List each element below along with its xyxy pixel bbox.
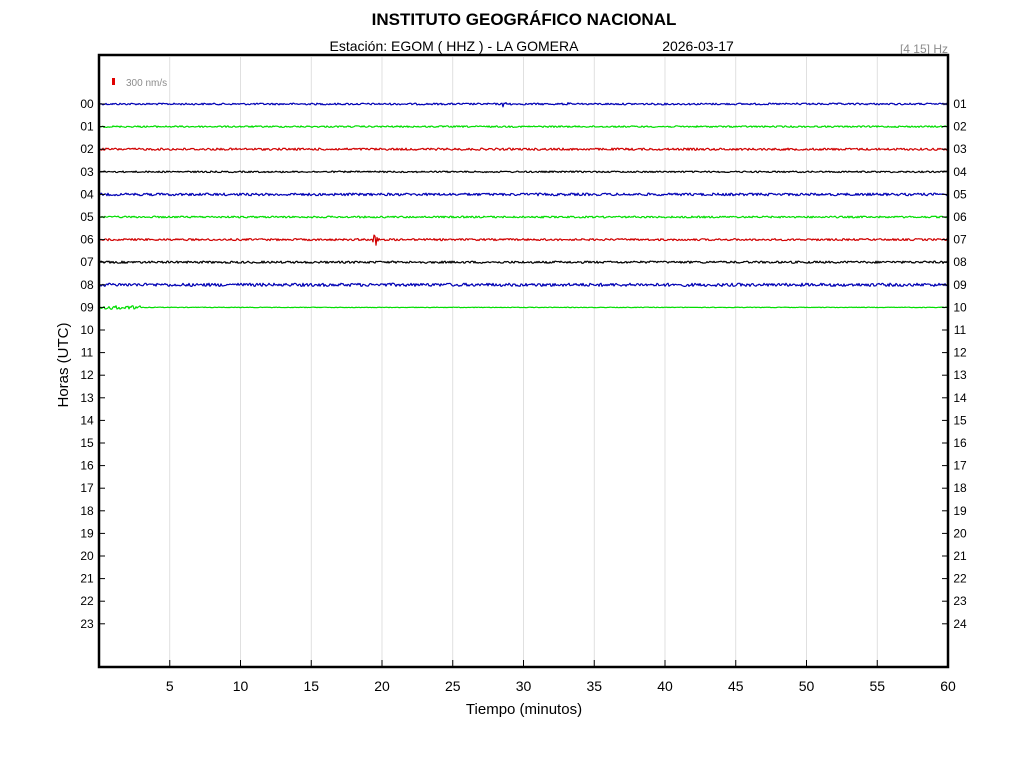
page-title: INSTITUTO GEOGRÁFICO NACIONAL	[372, 10, 677, 29]
hour-label-right: 14	[953, 391, 967, 405]
scale-bar-label: 300 nm/s	[126, 78, 167, 89]
trace-hour-04	[99, 192, 949, 197]
hour-label-right: 20	[953, 526, 967, 540]
hour-label-left: 06	[80, 233, 94, 247]
hour-label-left: 01	[80, 120, 94, 134]
trace-hour-08	[99, 282, 949, 287]
hour-label-left: 22	[80, 594, 94, 608]
filter-band: [4 15] Hz	[900, 42, 948, 56]
x-tick-label: 45	[728, 678, 744, 694]
trace-hour-06	[99, 234, 949, 246]
x-axis-ticks: 5 10 15 20 25 30 35 40 45 50 55 60	[166, 660, 956, 694]
hour-label-right: 04	[953, 165, 967, 179]
right-hour-labels: 01 02 03 04 05 06 07 08 09 10 11 12 13 14 15 16 17 18 19 20…	[942, 97, 967, 631]
x-tick-label: 35	[586, 678, 602, 694]
hour-label-right: 10	[953, 300, 967, 314]
hour-label-left: 09	[80, 300, 94, 314]
hour-label-right: 01	[953, 97, 967, 111]
hour-label-left: 11	[81, 346, 94, 360]
x-tick-label: 55	[869, 678, 885, 694]
left-hour-labels: 00 01 02 03 04 05 06 07 08 09 10 11 12 13 14 15 16 17 18 19…	[80, 97, 105, 631]
hour-label-right: 24	[953, 617, 967, 631]
hour-label-left: 21	[80, 572, 94, 586]
x-tick-label: 30	[516, 678, 532, 694]
scale-bar	[112, 78, 115, 85]
hour-label-left: 12	[80, 368, 94, 382]
hour-label-right: 18	[953, 481, 967, 495]
trace-hour-05	[99, 215, 949, 219]
hour-label-left: 17	[80, 481, 94, 495]
x-tick-label: 25	[445, 678, 461, 694]
hour-label-left: 13	[80, 391, 94, 405]
hour-label-right: 07	[953, 233, 967, 247]
vertical-gridlines	[169, 57, 878, 665]
hour-label-right: 05	[953, 187, 967, 201]
hour-label-left: 04	[80, 187, 94, 201]
record-date: 2026-03-17	[662, 38, 734, 54]
trace-lines	[99, 102, 949, 310]
trace-hour-07	[99, 260, 949, 264]
hour-label-right: 02	[953, 120, 967, 134]
trace-hour-09	[99, 305, 949, 310]
hour-label-left: 00	[80, 97, 94, 111]
x-tick-label: 50	[799, 678, 815, 694]
hour-label-right: 12	[953, 346, 967, 360]
hour-label-left: 20	[80, 549, 94, 563]
y-axis-label: Horas (UTC)	[55, 322, 72, 407]
hour-label-left: 10	[80, 323, 94, 337]
hour-label-left: 02	[80, 142, 94, 156]
hour-label-right: 16	[953, 436, 967, 450]
hour-label-left: 08	[80, 278, 94, 292]
hour-label-left: 14	[80, 413, 94, 427]
hour-label-left: 03	[80, 165, 94, 179]
hour-label-left: 16	[80, 459, 94, 473]
hour-label-left: 18	[80, 504, 94, 518]
x-tick-label: 15	[303, 678, 319, 694]
trace-hour-03	[99, 170, 949, 174]
x-tick-label: 5	[166, 678, 174, 694]
hour-label-right: 06	[953, 210, 967, 224]
trace-hour-01	[99, 125, 949, 128]
x-tick-label: 10	[233, 678, 249, 694]
hour-label-right: 21	[953, 549, 967, 563]
hour-label-right: 13	[953, 368, 967, 382]
hour-label-right: 03	[953, 142, 967, 156]
hour-label-right: 09	[953, 278, 967, 292]
hour-label-right: 23	[953, 594, 967, 608]
x-axis-label: Tiempo (minutos)	[466, 701, 582, 718]
x-tick-label: 60	[940, 678, 956, 694]
hour-label-right: 08	[953, 255, 967, 269]
hour-label-right: 15	[953, 413, 967, 427]
x-tick-label: 20	[374, 678, 390, 694]
trace-hour-00	[99, 102, 949, 108]
x-tick-label: 40	[657, 678, 673, 694]
hour-label-left: 07	[80, 255, 94, 269]
hour-label-right: 17	[953, 459, 967, 473]
hour-label-left: 23	[80, 617, 94, 631]
hour-label-left: 05	[80, 210, 94, 224]
hour-label-right: 19	[953, 504, 967, 518]
hour-label-right: 11	[954, 323, 967, 337]
station-info: Estación: EGOM ( HHZ ) - LA GOMERA	[330, 38, 580, 54]
hour-label-left: 15	[80, 436, 94, 450]
hour-label-left: 19	[80, 526, 94, 540]
hour-label-right: 22	[953, 572, 967, 586]
trace-hour-02	[99, 147, 949, 151]
